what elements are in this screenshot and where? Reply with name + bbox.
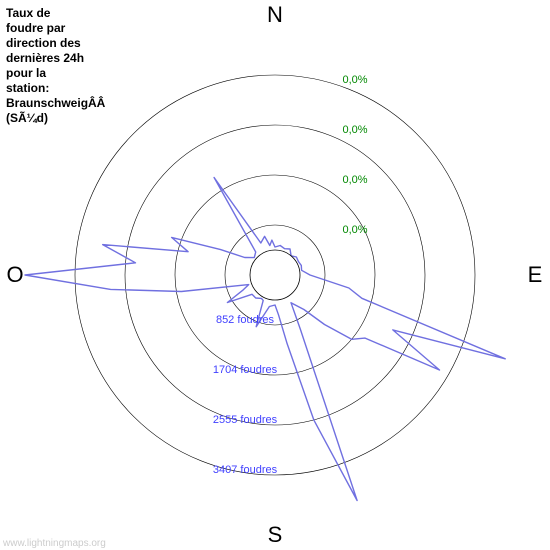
ring-label-upper: 0,0% [342, 124, 367, 136]
ring-label-lower: 1704 foudres [213, 364, 277, 376]
ring-label-upper: 0,0% [342, 174, 367, 186]
watermark: www.lightningmaps.org [3, 538, 106, 549]
cardinal-w: O [6, 262, 23, 288]
ring-label-lower: 3407 foudres [213, 464, 277, 476]
ring-label-upper: 0,0% [342, 74, 367, 86]
cardinal-s: S [268, 522, 283, 548]
ring-label-upper: 0,0% [342, 224, 367, 236]
ring-label-lower: 852 foudres [216, 314, 274, 326]
cardinal-n: N [267, 2, 283, 28]
chart-title: Taux de foudre par direction des dernièr… [6, 6, 105, 126]
inner-hole [250, 250, 300, 300]
cardinal-e: E [528, 262, 543, 288]
ring-label-lower: 2555 foudres [213, 414, 277, 426]
polar-chart-container: Taux de foudre par direction des dernièr… [0, 0, 550, 550]
